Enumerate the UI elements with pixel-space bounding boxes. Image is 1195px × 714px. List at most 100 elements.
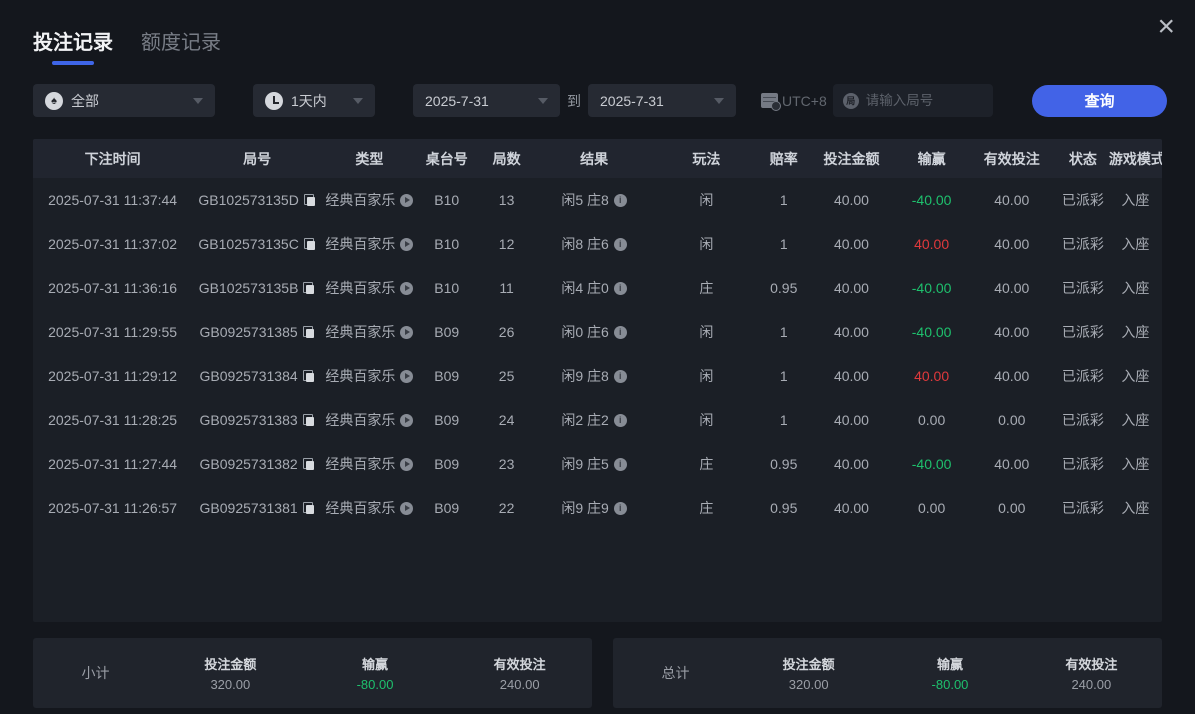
column-header: 有效投注 bbox=[983, 150, 1040, 167]
cell-bet-text: 40.00 bbox=[833, 236, 869, 252]
cell-id: GB0925731384 bbox=[192, 368, 322, 384]
result-info-icon[interactable] bbox=[613, 413, 627, 427]
cell-result: 闲4 庄0 bbox=[537, 278, 652, 298]
replay-icon[interactable] bbox=[400, 457, 414, 471]
result-info-icon[interactable] bbox=[613, 325, 627, 339]
cell-type: 经典百家乐 bbox=[322, 410, 417, 430]
cell-play-text: 庄 bbox=[699, 500, 714, 516]
cell-bet-text: 40.00 bbox=[833, 500, 869, 516]
cell-id-text: GB0925731384 bbox=[199, 368, 298, 384]
cell-type-text: 经典百家乐 bbox=[325, 412, 396, 428]
date-from-select[interactable]: 2025-7-31 bbox=[413, 84, 560, 117]
query-button[interactable]: 查询 bbox=[1032, 84, 1167, 117]
copy-icon[interactable] bbox=[302, 369, 315, 383]
total-bet-amount: 投注金额 320.00 bbox=[738, 654, 879, 692]
cell-odds-text: 1 bbox=[779, 236, 788, 252]
copy-icon[interactable] bbox=[302, 413, 315, 427]
subtotal-win-value: -80.00 bbox=[356, 677, 394, 692]
cell-type-text: 经典百家乐 bbox=[325, 456, 396, 472]
column-header: 投注金额 bbox=[823, 150, 880, 167]
cell-result: 闲2 庄2 bbox=[537, 410, 652, 430]
total-panel: 总计 投注金额 320.00 输赢 -80.00 有效投注 240.00 bbox=[613, 638, 1162, 708]
copy-icon[interactable] bbox=[303, 193, 316, 207]
table-row: 2025-07-31 11:29:55 GB0925731385 经典百家乐 B09 2… bbox=[33, 310, 1162, 354]
cell-result-text: 闲9 庄5 bbox=[561, 456, 609, 472]
replay-icon[interactable] bbox=[400, 369, 414, 383]
search-input[interactable] bbox=[865, 93, 983, 108]
copy-icon[interactable] bbox=[303, 281, 315, 295]
cell-time-text: 2025-07-31 11:29:55 bbox=[48, 324, 178, 340]
cell-rounds-text: 12 bbox=[498, 236, 515, 252]
cell-bet: 40.00 bbox=[806, 236, 896, 252]
cell-mode: 入座 bbox=[1109, 322, 1162, 342]
copy-icon[interactable] bbox=[303, 237, 316, 251]
copy-icon[interactable] bbox=[302, 325, 315, 339]
subtotal-valid-bet: 有效投注 240.00 bbox=[447, 654, 592, 692]
bet-records-table: 下注时间 局号 类型 桌台号 局数 结果 玩法 赔率 投注金额 输赢 有效投注 状态 游戏模式 2025… bbox=[33, 139, 1162, 622]
table-row: 2025-07-31 11:27:44 GB0925731382 经典百家乐 B09 2… bbox=[33, 442, 1162, 486]
timezone-indicator: UTC+8 bbox=[761, 93, 827, 111]
replay-icon[interactable] bbox=[400, 325, 414, 339]
cell-bet-text: 40.00 bbox=[833, 280, 869, 296]
chevron-down-icon bbox=[353, 97, 363, 104]
cell-odds: 0.95 bbox=[761, 500, 806, 516]
cell-valid: 40.00 bbox=[967, 236, 1057, 252]
cell-time: 2025-07-31 11:28:25 bbox=[33, 412, 192, 428]
tab-bet-records[interactable]: 投注记录 bbox=[33, 26, 113, 67]
cell-table: B09 bbox=[417, 324, 477, 340]
cell-result: 闲9 庄9 bbox=[537, 498, 652, 518]
cell-time: 2025-07-31 11:29:12 bbox=[33, 368, 192, 384]
cell-bet: 40.00 bbox=[806, 500, 896, 516]
cell-time-text: 2025-07-31 11:36:16 bbox=[48, 280, 178, 296]
result-info-icon[interactable] bbox=[613, 281, 627, 295]
cell-win: 40.00 bbox=[897, 236, 967, 252]
result-info-icon[interactable] bbox=[613, 193, 627, 207]
cell-play: 庄 bbox=[652, 454, 762, 474]
close-icon[interactable]: × bbox=[1157, 10, 1175, 43]
result-info-icon[interactable] bbox=[613, 501, 627, 515]
cell-mode-text: 入座 bbox=[1121, 192, 1150, 208]
replay-icon[interactable] bbox=[400, 281, 414, 295]
cell-rounds-text: 26 bbox=[498, 324, 515, 340]
cell-status-text: 已派彩 bbox=[1061, 368, 1104, 384]
cell-win: 0.00 bbox=[897, 500, 967, 516]
cell-time-text: 2025-07-31 11:29:12 bbox=[48, 368, 178, 384]
cell-id-text: GB0925731385 bbox=[199, 324, 298, 340]
replay-icon[interactable] bbox=[400, 413, 414, 427]
cell-time: 2025-07-31 11:27:44 bbox=[33, 456, 192, 472]
date-to-select[interactable]: 2025-7-31 bbox=[588, 84, 736, 117]
cell-table: B10 bbox=[417, 192, 477, 208]
total-label: 总计 bbox=[661, 665, 690, 681]
cell-odds: 0.95 bbox=[761, 456, 806, 472]
spade-icon: ♠ bbox=[45, 91, 63, 110]
cell-bet-text: 40.00 bbox=[833, 456, 869, 472]
cell-rounds: 12 bbox=[477, 236, 537, 252]
cell-valid-text: 0.00 bbox=[998, 500, 1026, 516]
cell-type-text: 经典百家乐 bbox=[325, 500, 396, 516]
cell-status: 已派彩 bbox=[1057, 234, 1109, 254]
result-info-icon[interactable] bbox=[613, 457, 627, 471]
cell-bet: 40.00 bbox=[806, 324, 896, 340]
time-range-select[interactable]: 1天内 bbox=[253, 84, 375, 117]
cell-win: -40.00 bbox=[897, 192, 967, 208]
cell-time: 2025-07-31 11:37:44 bbox=[33, 192, 192, 208]
replay-icon[interactable] bbox=[400, 237, 414, 251]
cell-mode: 入座 bbox=[1109, 366, 1162, 386]
result-info-icon[interactable] bbox=[613, 369, 627, 383]
game-type-select[interactable]: ♠ 全部 bbox=[33, 84, 215, 117]
copy-icon[interactable] bbox=[302, 457, 315, 471]
cell-win: 0.00 bbox=[897, 412, 967, 428]
cell-valid-text: 40.00 bbox=[994, 456, 1030, 472]
copy-icon[interactable] bbox=[302, 501, 315, 515]
cell-mode: 入座 bbox=[1109, 454, 1162, 474]
cell-result-text: 闲8 庄6 bbox=[561, 236, 609, 252]
table-row: 2025-07-31 11:37:44 GB102573135D 经典百家乐 B10 1… bbox=[33, 178, 1162, 222]
result-info-icon[interactable] bbox=[613, 237, 627, 251]
cell-table-text: B09 bbox=[434, 412, 460, 428]
replay-icon[interactable] bbox=[400, 193, 414, 207]
cell-valid: 0.00 bbox=[967, 412, 1057, 428]
cell-time: 2025-07-31 11:26:57 bbox=[33, 500, 192, 516]
replay-icon[interactable] bbox=[400, 501, 414, 515]
tab-quota-records[interactable]: 额度记录 bbox=[141, 32, 221, 54]
total-valid-value: 240.00 bbox=[1071, 677, 1112, 692]
